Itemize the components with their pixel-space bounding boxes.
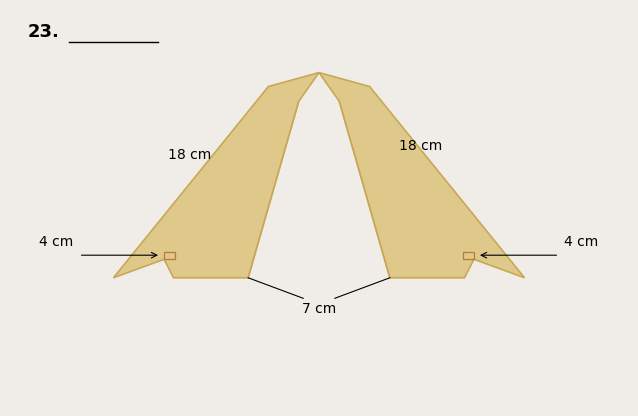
- Text: 18 cm: 18 cm: [399, 139, 442, 154]
- Text: 7 cm: 7 cm: [302, 302, 336, 316]
- Polygon shape: [319, 72, 524, 278]
- Text: 18 cm: 18 cm: [168, 148, 211, 162]
- Text: 4 cm: 4 cm: [40, 235, 73, 249]
- Text: 23.: 23.: [28, 23, 60, 41]
- Polygon shape: [114, 72, 319, 278]
- Text: 4 cm: 4 cm: [565, 235, 598, 249]
